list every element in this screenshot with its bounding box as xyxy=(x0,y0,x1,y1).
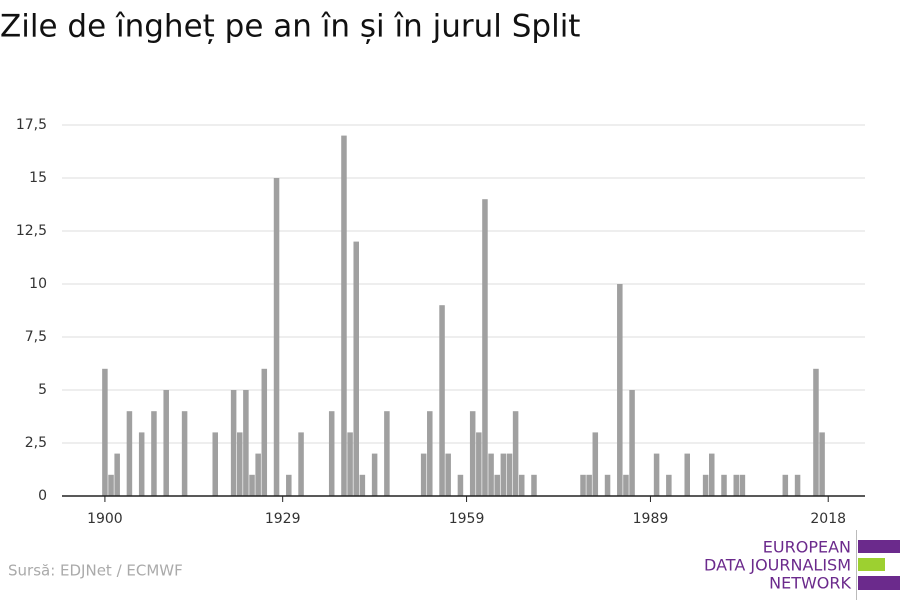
bar xyxy=(500,453,507,496)
x-tick-label: 1989 xyxy=(633,511,669,527)
bar xyxy=(586,474,592,496)
bar xyxy=(684,453,690,496)
bar xyxy=(531,474,537,496)
bar xyxy=(580,474,586,496)
bar xyxy=(739,474,746,496)
bar xyxy=(794,474,801,496)
logo-bar xyxy=(858,558,885,571)
bar xyxy=(114,453,120,496)
bar xyxy=(617,284,623,496)
bar xyxy=(702,474,709,496)
y-tick-label: 7,5 xyxy=(25,329,47,345)
bar xyxy=(488,453,494,496)
x-tick-label: 1929 xyxy=(265,511,301,527)
logo-text: DATA JOURNALISM xyxy=(704,556,851,575)
bar xyxy=(108,474,114,496)
bar xyxy=(518,474,525,496)
y-tick-label: 2,5 xyxy=(25,435,47,451)
bar xyxy=(273,178,280,496)
bar xyxy=(371,453,378,496)
bar xyxy=(653,453,660,496)
logo-text: EUROPEAN xyxy=(763,538,851,557)
bar xyxy=(623,474,629,496)
source: Sursă: EDJNet / ECMWF xyxy=(8,562,183,580)
bar xyxy=(328,411,335,496)
bar xyxy=(721,474,727,496)
bar xyxy=(427,411,433,496)
y-tick-label: 5 xyxy=(38,382,47,398)
bar xyxy=(457,474,464,496)
bar xyxy=(298,432,304,496)
bar xyxy=(482,199,488,496)
bar xyxy=(212,432,219,496)
bar xyxy=(629,390,635,496)
x-tick-label: 2018 xyxy=(810,511,846,527)
bar xyxy=(476,432,482,496)
bar xyxy=(249,474,255,496)
bar xyxy=(813,368,819,496)
bar xyxy=(733,474,740,496)
bar xyxy=(230,390,237,496)
bar xyxy=(469,411,476,496)
bar xyxy=(102,368,108,496)
bar xyxy=(138,432,145,496)
bar xyxy=(384,411,390,496)
bar xyxy=(126,411,133,496)
bar xyxy=(592,432,599,496)
bar xyxy=(445,453,451,496)
bar xyxy=(243,390,249,496)
bar xyxy=(604,474,611,496)
bar xyxy=(512,411,519,496)
bar xyxy=(255,453,261,496)
bar xyxy=(353,241,359,496)
bar xyxy=(494,474,500,496)
y-tick-label: 0 xyxy=(38,488,47,504)
bar xyxy=(237,432,243,496)
bar xyxy=(151,411,157,496)
y-tick-label: 15 xyxy=(29,170,47,186)
bar xyxy=(163,390,169,496)
y-tick-label: 12,5 xyxy=(16,223,47,239)
logo-text: NETWORK xyxy=(769,574,851,593)
logo-bar xyxy=(858,540,900,553)
bar xyxy=(708,453,715,496)
bar xyxy=(341,135,347,496)
bar xyxy=(506,453,513,496)
bar xyxy=(782,474,789,496)
y-tick-label: 10 xyxy=(29,276,47,292)
chart-title: Zile de îngheț pe an în și în jurul Spli… xyxy=(0,9,580,45)
bar xyxy=(439,305,445,496)
bar xyxy=(666,474,672,496)
y-tick-label: 17,5 xyxy=(16,117,47,133)
bar xyxy=(181,411,188,496)
x-tick-label: 1959 xyxy=(449,511,485,527)
bar xyxy=(286,474,292,496)
logo-bar xyxy=(858,576,900,590)
bar xyxy=(347,432,353,496)
bar xyxy=(359,474,366,496)
x-tick-label: 1900 xyxy=(87,511,123,527)
bar xyxy=(819,432,825,496)
bar xyxy=(420,453,427,496)
bar xyxy=(261,368,268,496)
